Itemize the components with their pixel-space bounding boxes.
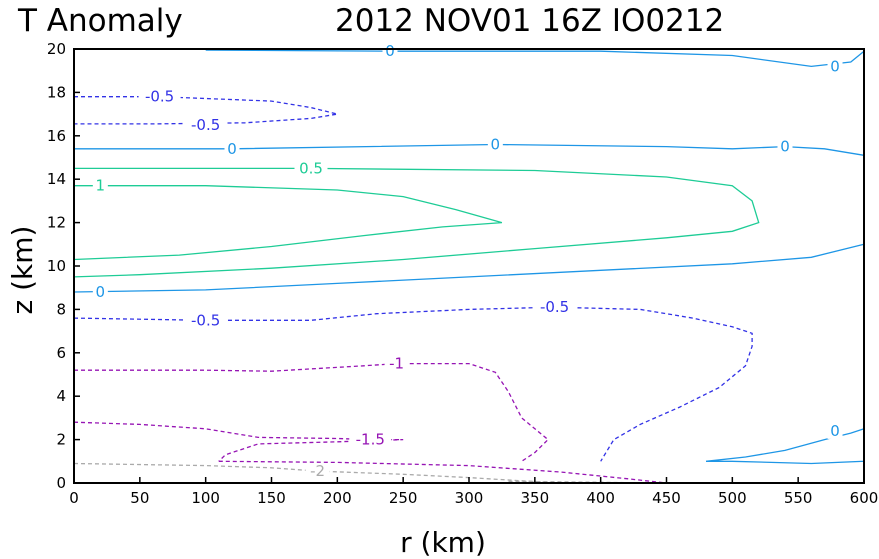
contour-label-background [533, 299, 576, 316]
plot-frame [73, 48, 865, 484]
x-tick-label: 150 [257, 489, 286, 507]
contour-label: -0.5 [540, 298, 569, 316]
y-tick-label: 14 [47, 170, 66, 188]
chart-subtitle: 2012 NOV01 16Z IO0212 [335, 3, 724, 39]
contour-line-level-neg1 [218, 460, 667, 484]
contour-lines: 0 0 0 0 0 0 0 0.5 1 -0.5 -0.5 -0.5 -0.5 -1 -1.5 -2 [73, 42, 865, 484]
contour-label: 0 [227, 140, 237, 158]
x-tick-label: 100 [191, 489, 220, 507]
contour-label-background [92, 284, 108, 301]
y-tick-label: 4 [56, 387, 66, 405]
contour-line-level-0 [205, 49, 865, 68]
y-tick-label: 20 [47, 40, 66, 58]
contour-line-level-neg0p5 [74, 96, 338, 125]
contour-label: -0.5 [191, 311, 220, 329]
contour-line-level-neg2 [73, 462, 562, 484]
contour-line-level-neg1 [74, 362, 549, 462]
contour-label: 0 [830, 57, 840, 75]
contour-label: 0 [385, 42, 395, 60]
x-axis-ticks: 0 50 100 150 200 250 300 350 400 450 500 550 600 [69, 477, 878, 507]
contour-label: 0 [780, 138, 790, 156]
contour-line-level-0 [705, 427, 865, 465]
y-tick-label: 12 [47, 214, 66, 232]
x-tick-label: 400 [586, 489, 615, 507]
contour-label-background [349, 431, 392, 448]
x-tick-label: 250 [389, 489, 418, 507]
x-tick-label: 0 [69, 489, 79, 507]
contour-label: 0 [96, 283, 106, 301]
contour-label-background [382, 43, 398, 60]
contour-line-level-neg0p5 [73, 306, 753, 462]
contour-line-level-0p5 [73, 167, 760, 278]
contour-label: -2 [310, 462, 325, 480]
contour-label-background [487, 136, 503, 153]
contour-line-level-1 [73, 185, 503, 261]
contour-label-background [827, 58, 843, 75]
contour-label-background [827, 422, 843, 439]
contour-label: 1 [96, 177, 106, 195]
contour-line-level-0 [74, 143, 865, 156]
y-tick-label: 10 [47, 257, 66, 275]
contour-label-background [305, 463, 330, 480]
contour-label: -0.5 [145, 88, 174, 106]
contour-label: -1.5 [356, 431, 385, 449]
contour-label-background [184, 116, 227, 133]
contour-label-background [294, 160, 328, 177]
x-tick-label: 200 [323, 489, 352, 507]
y-tick-label: 0 [56, 474, 66, 492]
contour-label-background [384, 355, 409, 372]
x-tick-label: 300 [455, 489, 484, 507]
y-axis-ticks: 0 2 4 6 8 10 12 14 16 18 20 [47, 40, 80, 492]
y-tick-label: 2 [56, 431, 66, 449]
chart-title: T Anomaly [17, 3, 183, 39]
contour-label: 0 [491, 135, 501, 153]
contour-label-background [184, 312, 227, 329]
y-axis-label: z (km) [6, 226, 39, 315]
contour-label: -1 [389, 355, 404, 373]
x-tick-label: 50 [130, 489, 149, 507]
contour-label: 0 [830, 422, 840, 440]
contour-label-background [92, 177, 108, 194]
contour-label-background [777, 138, 793, 155]
x-tick-label: 500 [718, 489, 747, 507]
x-tick-label: 550 [784, 489, 813, 507]
x-tick-label: 350 [521, 489, 550, 507]
x-tick-label: 450 [652, 489, 681, 507]
contour-label-background [138, 88, 181, 105]
y-tick-label: 18 [47, 83, 66, 101]
contour-label: 0.5 [299, 159, 323, 177]
y-tick-label: 6 [56, 344, 66, 362]
contour-label: -0.5 [191, 116, 220, 134]
y-tick-label: 8 [56, 300, 66, 318]
contour-label-background [224, 140, 240, 157]
x-tick-label: 600 [850, 489, 879, 507]
x-axis-label: r (km) [400, 526, 486, 559]
y-tick-label: 16 [47, 127, 66, 145]
contour-line-level-0 [73, 243, 865, 293]
